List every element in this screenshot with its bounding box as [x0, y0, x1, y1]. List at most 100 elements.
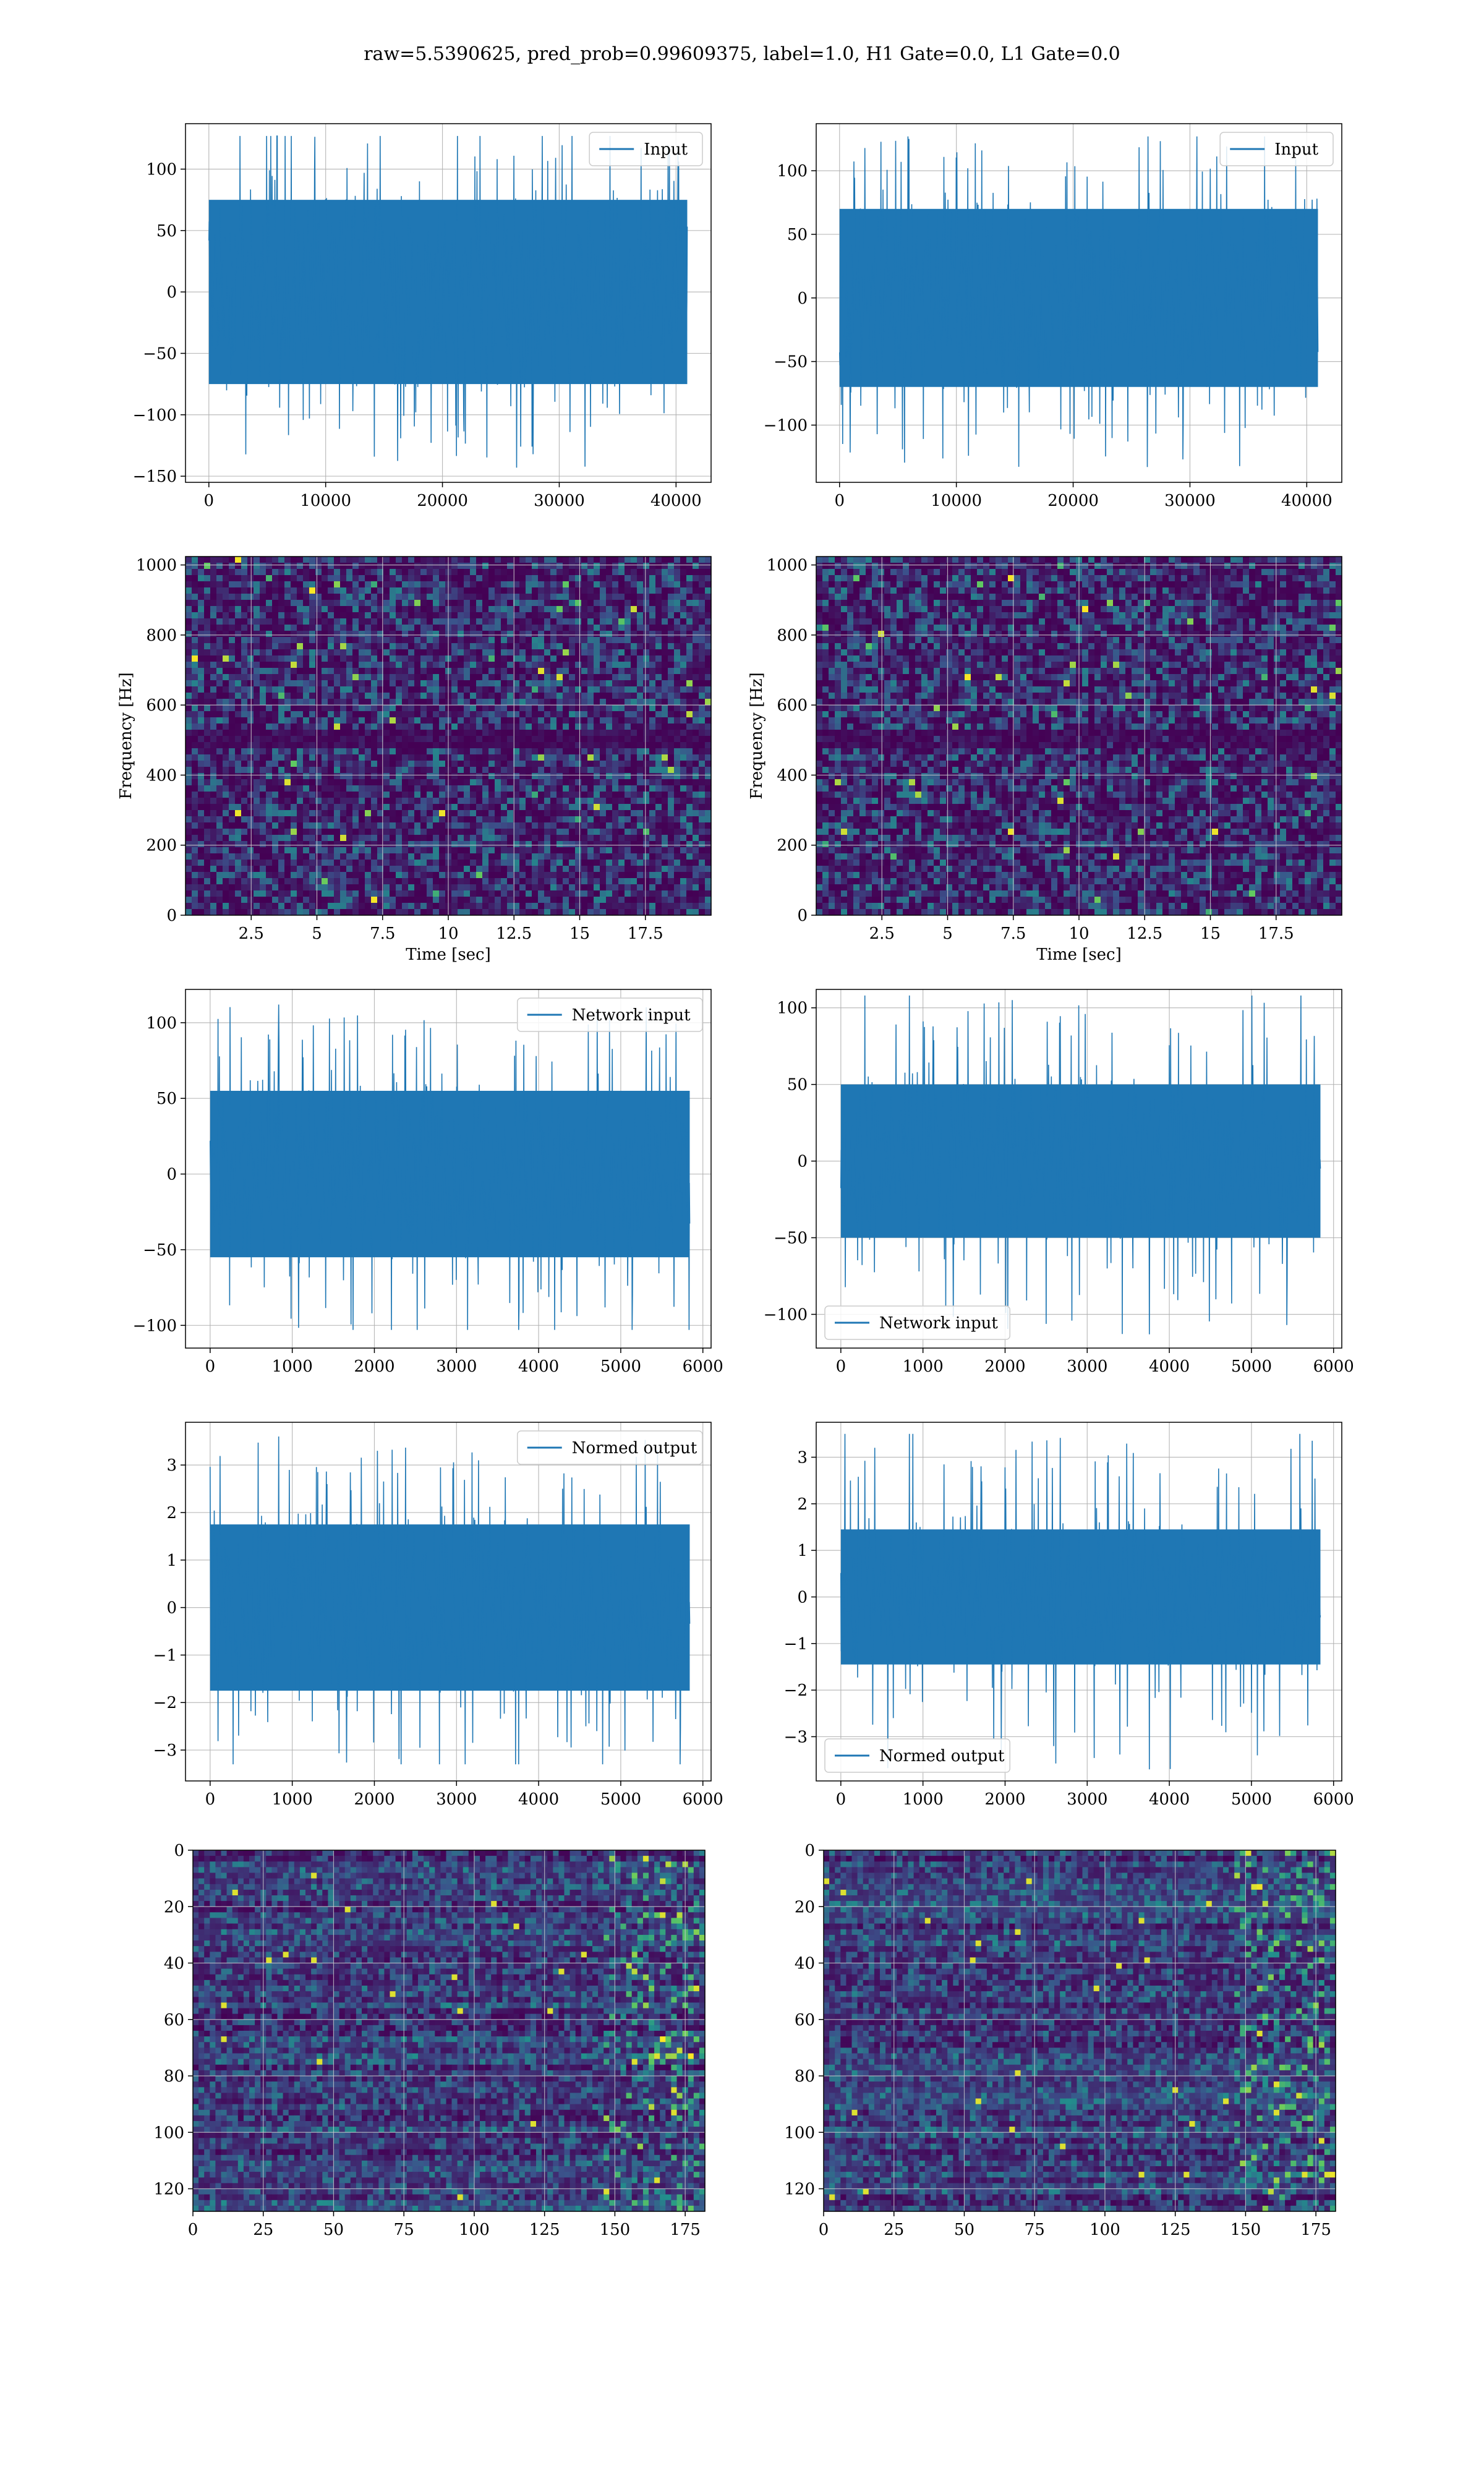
heatmap-cell [550, 853, 557, 860]
heatmap-cell [247, 662, 254, 668]
heatmap-cell [247, 853, 254, 860]
heatmap-cell [272, 649, 279, 656]
heatmap-cell [223, 761, 229, 767]
heatmap-cell [668, 686, 675, 693]
heatmap-cell [371, 890, 378, 897]
heatmap-cell [575, 835, 582, 842]
heatmap-cell [482, 909, 489, 916]
heatmap-cell [649, 557, 656, 563]
heatmap-cell [186, 717, 192, 724]
heatmap-cell [297, 643, 304, 650]
heatmap-cell [427, 761, 433, 767]
heatmap-cell [272, 878, 279, 885]
heatmap-cell [458, 680, 464, 687]
heatmap-cell [420, 557, 427, 563]
heatmap-cell [693, 612, 699, 619]
heatmap-cell [563, 581, 569, 588]
heatmap-cell [390, 835, 396, 842]
heatmap-cell [631, 600, 638, 607]
heatmap-cell [192, 860, 198, 866]
heatmap-cell [198, 835, 205, 842]
heatmap-cell [680, 587, 687, 594]
heatmap-cell [458, 816, 464, 823]
heatmap-cell [470, 736, 477, 743]
heatmap-cell [340, 878, 347, 885]
heatmap-cell [433, 884, 440, 891]
heatmap-cell [272, 594, 279, 600]
heatmap-cell [396, 909, 403, 916]
heatmap-cell [662, 884, 668, 891]
heatmap-cell [501, 557, 508, 563]
heatmap-cell [507, 736, 514, 743]
heatmap-cell [606, 835, 613, 842]
heatmap-cell [315, 792, 322, 798]
heatmap-cell [606, 655, 613, 662]
heatmap-cell [686, 569, 693, 576]
heatmap-cell [427, 897, 433, 903]
heatmap-cell [550, 686, 557, 693]
heatmap-cell [334, 557, 341, 563]
heatmap-cell [223, 649, 229, 656]
heatmap-cell [563, 711, 569, 718]
heatmap-cell [637, 872, 644, 879]
heatmap-cell [699, 686, 706, 693]
heatmap-cell [371, 575, 378, 582]
heatmap-cell [223, 717, 229, 724]
heatmap-cell [254, 798, 260, 805]
heatmap-cell [476, 674, 483, 681]
heatmap-cell [686, 600, 693, 607]
heatmap-cell [526, 557, 532, 563]
heatmap-cell [705, 798, 712, 805]
heatmap-cell [507, 730, 514, 736]
heatmap-cell [686, 872, 693, 879]
heatmap-cell [247, 581, 254, 588]
heatmap-cell [594, 587, 600, 594]
heatmap-cell [680, 798, 687, 805]
heatmap-cell [686, 884, 693, 891]
heatmap-cell [581, 903, 588, 910]
heatmap-cell [649, 649, 656, 656]
heatmap-cell [556, 625, 563, 631]
heatmap-cell [488, 668, 495, 675]
heatmap-cell [278, 643, 285, 650]
heatmap-cell [649, 853, 656, 860]
heatmap-cell [414, 699, 421, 706]
heatmap-cell [606, 717, 613, 724]
heatmap-cell [254, 594, 260, 600]
heatmap-cell [519, 798, 526, 805]
heatmap-cell [408, 779, 415, 786]
heatmap-cell [229, 587, 236, 594]
heatmap-cell [581, 600, 588, 607]
heatmap-cell [569, 730, 576, 736]
heatmap-cell [519, 847, 526, 854]
heatmap-cell [235, 693, 242, 699]
heatmap-cell [587, 724, 594, 730]
heatmap-cell [334, 878, 341, 885]
heatmap-cell [433, 581, 440, 588]
heatmap-cell [402, 625, 409, 631]
heatmap-cell [309, 767, 316, 774]
heatmap-cell [346, 662, 353, 668]
heatmap-cell [284, 674, 291, 681]
heatmap-cell [309, 878, 316, 885]
heatmap-cell [291, 606, 297, 613]
heatmap-cell [587, 736, 594, 743]
heatmap-cell [501, 872, 508, 879]
heatmap-cell [662, 686, 668, 693]
heatmap-cell [210, 804, 217, 811]
heatmap-cell [309, 705, 316, 712]
heatmap-cell [303, 662, 310, 668]
heatmap-cell [532, 693, 539, 699]
heatmap-cell [625, 600, 631, 607]
heatmap-cell [322, 798, 328, 805]
heatmap-cell [625, 631, 631, 638]
heatmap-cell [612, 662, 619, 668]
heatmap-cell [297, 649, 304, 656]
heatmap-cell [247, 798, 254, 805]
heatmap-cell [204, 742, 211, 749]
heatmap-cell [396, 872, 403, 879]
heatmap-cell [526, 829, 532, 835]
heatmap-cell [297, 853, 304, 860]
heatmap-cell [427, 618, 433, 625]
heatmap-cell [464, 606, 471, 613]
